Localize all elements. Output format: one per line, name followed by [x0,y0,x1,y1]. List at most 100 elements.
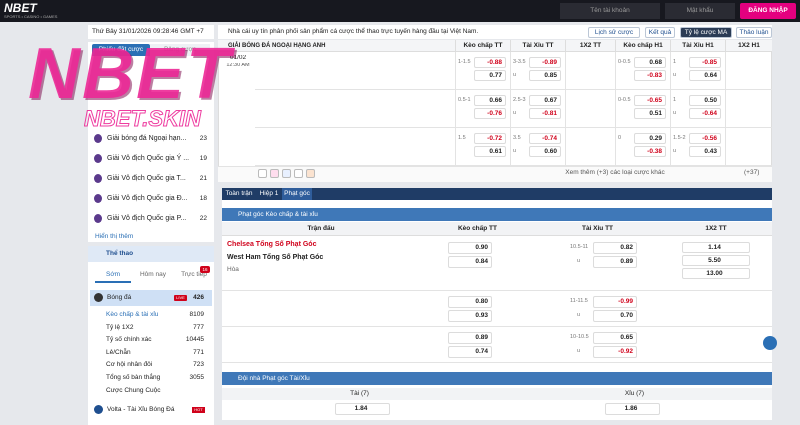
live-count-badge: 16 [200,266,210,273]
odds-value[interactable]: 0.89 [448,332,492,344]
toolbar-button[interactable]: Kết quả [645,27,675,38]
match-icon [282,169,291,178]
toolbar-button[interactable]: Thảo luận [736,27,772,38]
odds-value[interactable]: 0.50 [689,95,721,106]
under-mark: u [673,110,677,116]
home-team[interactable]: Chelsea Tổng Số Phạt Góc [227,241,317,248]
odds-value[interactable]: -0.74 [529,133,561,144]
odds-value[interactable]: -0.92 [593,346,637,358]
toolbar-button[interactable]: Tỷ lệ cược MA [680,27,732,38]
away-team[interactable]: West Ham Tổng Số Phạt Góc [227,254,324,261]
handicap-line: 1 [673,97,677,103]
odds-value[interactable]: 0.29 [634,133,666,144]
odds-value[interactable]: -0.89 [529,57,561,68]
toolbar-button[interactable]: Lịch sử cược [588,27,640,38]
odds-value[interactable]: -0.88 [474,57,506,68]
x12-value[interactable]: 1.14 [682,242,750,253]
show-more[interactable]: Hiển thị thêm [95,233,134,240]
odds-value[interactable]: 0.84 [448,256,492,268]
market-name[interactable]: Kèo chấp & tài xỉu [106,311,159,318]
login-button[interactable]: ĐĂNG NHẬP [740,3,796,19]
password-input[interactable]: Mật khẩu [665,3,735,19]
sport-tab[interactable]: Hôm nay [139,271,166,278]
sports-panel [88,246,214,425]
sport-name[interactable]: Bóng đá [107,294,132,301]
sidebar-panel [88,42,214,242]
odds-value[interactable]: 0.66 [474,95,506,106]
detail-tab[interactable]: Phạt góc [282,188,312,200]
handicap-line: 10.5-11 [570,244,589,250]
odds-value[interactable]: -0.83 [634,70,666,81]
detail-tab[interactable]: Toàn trận [225,190,253,197]
more-markets[interactable]: Xem thêm (+3) các loại cược khác [565,169,665,176]
sport-count: 426 [193,294,204,301]
market-name[interactable]: Tỷ lệ 1X2 [106,323,134,331]
odds-value[interactable]: 1.84 [335,403,390,415]
league-name[interactable]: Giải Vô địch Quốc gia T... [107,175,186,182]
odds-value[interactable]: -0.56 [689,133,721,144]
league-name[interactable]: Giải bóng đá Ngoại hạn... [107,135,187,142]
odds-value[interactable]: 0.90 [448,242,492,254]
odds-value[interactable]: 0.43 [689,146,721,157]
bet-tab[interactable]: Bảng cược [150,44,210,56]
username-input[interactable]: Tên tài khoản [560,3,660,19]
odds-value[interactable]: -0.76 [474,108,506,119]
volta-name[interactable]: Volta - Tài Xỉu Bóng Đá [107,406,175,413]
odds-value[interactable]: 0.85 [529,70,561,81]
league-name[interactable]: Giải Vô địch Quốc gia P... [107,215,187,222]
odds-value[interactable]: -0.85 [689,57,721,68]
column-divider [725,52,726,167]
league-name[interactable]: Giải Vô địch Quốc gia Đ... [107,195,188,202]
odds-value[interactable]: -0.65 [634,95,666,106]
x12-value[interactable]: 5.50 [682,255,750,266]
odds-value[interactable]: 0.74 [448,346,492,358]
section-header[interactable]: Đội nhà Phạt góc Tài/Xỉu [222,372,772,385]
league-count: 21 [199,175,207,182]
league-name[interactable]: Giải Vô địch Quốc gia Ý ... [107,155,190,162]
odds-value[interactable]: -0.81 [529,108,561,119]
over-label: Tài (7) [222,388,497,400]
odds-value[interactable]: 0.70 [593,310,637,322]
sport-row [90,290,212,306]
odds-value[interactable]: 0.60 [529,146,561,157]
odds-value[interactable]: 0.77 [474,70,506,81]
odds-value[interactable]: 0.82 [593,242,637,254]
handicap-line: 1.5 [458,135,466,141]
odds-value[interactable]: 0.65 [593,332,637,344]
market-name[interactable]: Cơ hội nhân đôi [106,361,153,369]
odds-value[interactable]: 0.89 [593,256,637,268]
section-header[interactable]: Phạt góc Kèo chấp & tài xỉu [222,208,772,221]
under-mark: u [513,110,517,116]
column-header: Kèo chấp H1 [615,40,670,52]
market-name[interactable]: Tổng số bàn thắng [106,374,161,381]
handicap-line: 1 [673,59,677,65]
odds-value[interactable]: 0.64 [689,70,721,81]
sport-tab[interactable]: Trực tiếp [181,271,207,278]
odds-header-row [218,40,772,52]
row-divider [255,165,772,166]
draw-label: Hòa [227,266,239,273]
scroll-top-button[interactable] [763,336,777,350]
odds-value[interactable]: 0.68 [634,57,666,68]
market-name[interactable]: Lẻ/Chẵn [106,348,131,356]
more-count[interactable]: (+37) [744,169,760,176]
odds-value[interactable]: -0.99 [593,296,637,308]
odds-value[interactable]: -0.64 [689,108,721,119]
detail-tab[interactable]: Hiệp 1 [259,190,279,197]
odds-value[interactable]: 0.80 [448,296,492,308]
sport-tab[interactable]: Sớm [95,267,131,283]
odds-value[interactable]: 0.61 [474,146,506,157]
odds-value[interactable]: 0.93 [448,310,492,322]
odds-value[interactable]: 0.67 [529,95,561,106]
x12-value[interactable]: 13.00 [682,268,750,279]
market-name[interactable]: Cược Chung Cuộc [106,386,161,394]
odds-value[interactable]: 0.51 [634,108,666,119]
logo-tagline: SPORTS • CASINO • GAMES [4,15,58,19]
row-divider [222,326,772,327]
odds-value[interactable]: 1.86 [605,403,660,415]
market-name[interactable]: Tỷ số chính xác [106,336,152,344]
league-count: 19 [199,155,207,162]
bet-tab[interactable]: Phiếu đặt cược [92,44,150,56]
odds-value[interactable]: -0.72 [474,133,506,144]
odds-value[interactable]: -0.38 [634,146,666,157]
